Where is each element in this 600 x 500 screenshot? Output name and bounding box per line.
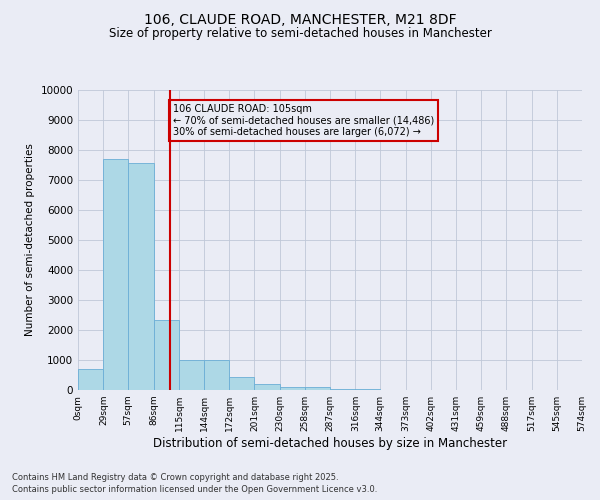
- Y-axis label: Number of semi-detached properties: Number of semi-detached properties: [25, 144, 35, 336]
- Text: 106 CLAUDE ROAD: 105sqm
← 70% of semi-detached houses are smaller (14,486)
30% o: 106 CLAUDE ROAD: 105sqm ← 70% of semi-de…: [173, 104, 434, 136]
- X-axis label: Distribution of semi-detached houses by size in Manchester: Distribution of semi-detached houses by …: [153, 437, 507, 450]
- Bar: [330, 388, 355, 390]
- Bar: [229, 376, 254, 390]
- Text: Contains HM Land Registry data © Crown copyright and database right 2025.: Contains HM Land Registry data © Crown c…: [12, 472, 338, 482]
- Bar: [154, 320, 179, 390]
- Bar: [205, 360, 229, 390]
- Bar: [78, 369, 103, 390]
- Bar: [254, 384, 280, 390]
- Bar: [280, 387, 305, 390]
- Bar: [305, 387, 330, 390]
- Text: Size of property relative to semi-detached houses in Manchester: Size of property relative to semi-detach…: [109, 28, 491, 40]
- Text: Contains public sector information licensed under the Open Government Licence v3: Contains public sector information licen…: [12, 485, 377, 494]
- Bar: [128, 164, 154, 390]
- Bar: [103, 159, 128, 390]
- Bar: [179, 360, 205, 390]
- Text: 106, CLAUDE ROAD, MANCHESTER, M21 8DF: 106, CLAUDE ROAD, MANCHESTER, M21 8DF: [143, 12, 457, 26]
